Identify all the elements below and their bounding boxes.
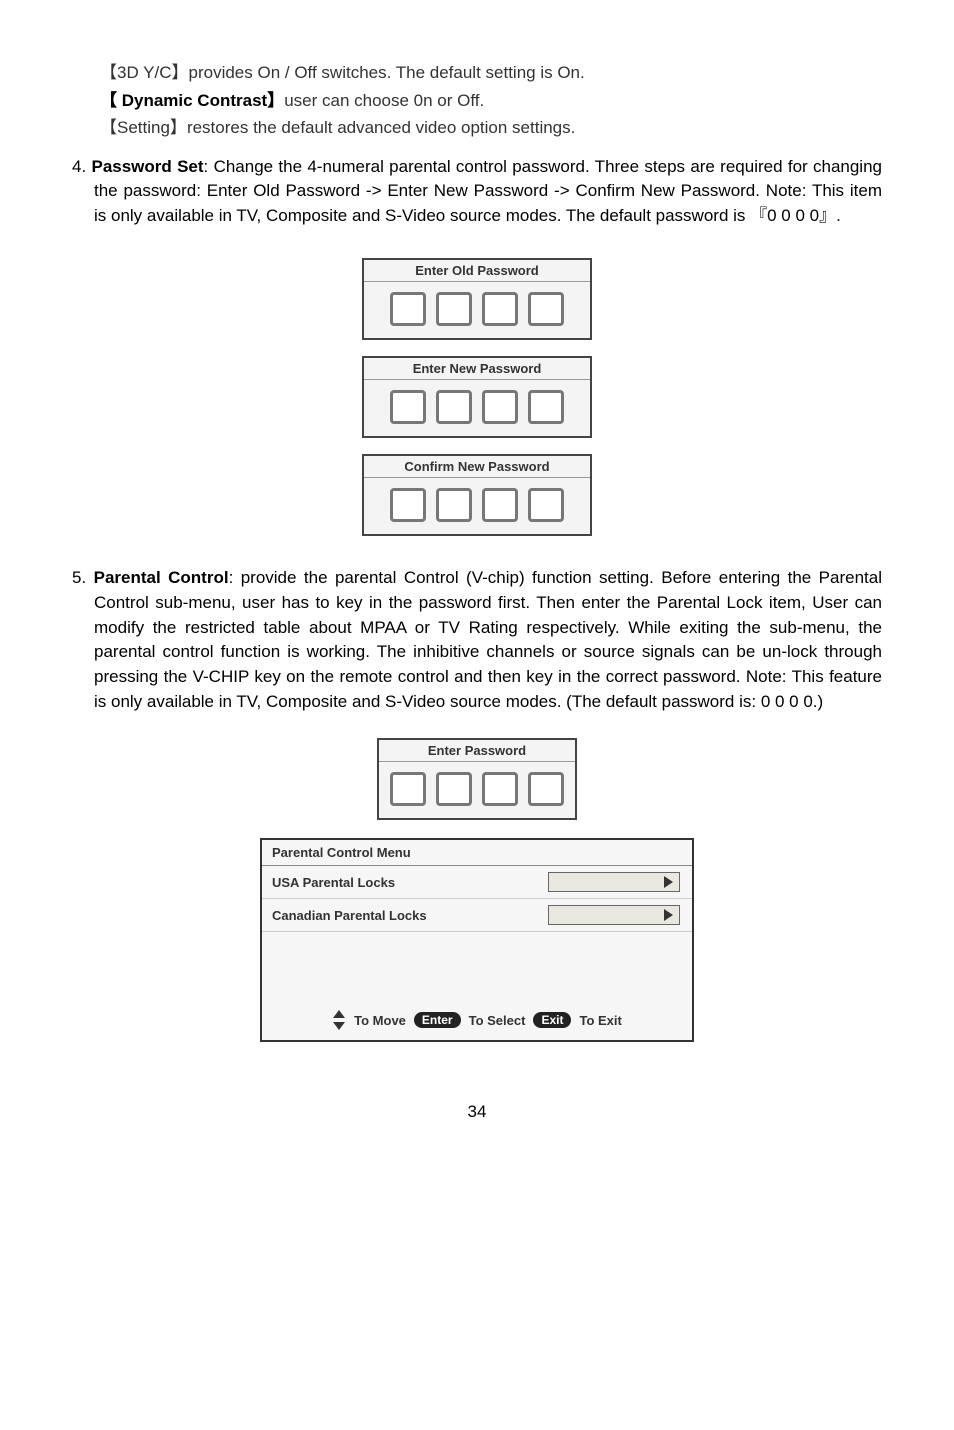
item4-title: Password Set (91, 157, 203, 176)
canadian-parental-locks-label: Canadian Parental Locks (272, 908, 427, 923)
arrow-right-icon (548, 872, 680, 892)
page-number: 34 (72, 1102, 882, 1122)
item4-number: 4. (72, 157, 91, 176)
setting-text-dc: user can choose 0n or Off. (284, 91, 484, 110)
new-password-header: Enter New Password (364, 358, 590, 380)
arrow-right-icon (548, 905, 680, 925)
item5-body: : provide the parental Control (V-chip) … (94, 568, 882, 710)
password-cell[interactable] (390, 488, 426, 522)
password-cell[interactable] (482, 292, 518, 326)
menu-spacer (262, 932, 692, 1002)
page-content: 【3D Y/C】provides On / Off switches. The … (0, 0, 954, 1162)
enter-password-header: Enter Password (379, 740, 575, 762)
setting-prefix-3dyc: 【3D Y/C】 (100, 63, 189, 82)
parental-menu-title: Parental Control Menu (262, 840, 692, 866)
password-cell[interactable] (390, 390, 426, 424)
item-5-parental-control: 5. Parental Control: provide the parenta… (72, 566, 882, 714)
password-dialogs: Enter Old Password Enter New Password Co… (362, 258, 592, 536)
item5-number: 5. (72, 568, 94, 587)
old-password-header: Enter Old Password (364, 260, 590, 282)
password-cell[interactable] (482, 488, 518, 522)
enter-password-dialog: Enter Password (377, 738, 577, 820)
enter-new-password-box: Enter New Password (362, 356, 592, 438)
setting-dynamic-contrast: 【 Dynamic Contrast】user can choose 0n or… (100, 88, 882, 114)
setting-text-restore: restores the default advanced video opti… (187, 118, 575, 137)
old-password-cells (364, 282, 590, 338)
setting-text-3dyc: provides On / Off switches. The default … (189, 63, 585, 82)
parental-menu-footer: To Move Enter To Select Exit To Exit (262, 1002, 692, 1040)
usa-parental-locks-label: USA Parental Locks (272, 875, 395, 890)
enter-password-cells (379, 762, 575, 818)
confirm-password-header: Confirm New Password (364, 456, 590, 478)
password-cell[interactable] (436, 488, 472, 522)
usa-parental-locks-row[interactable]: USA Parental Locks (262, 866, 692, 899)
canadian-parental-locks-row[interactable]: Canadian Parental Locks (262, 899, 692, 932)
confirm-new-password-box: Confirm New Password (362, 454, 592, 536)
password-cell[interactable] (482, 390, 518, 424)
confirm-password-cells (364, 478, 590, 534)
parental-control-menu: Parental Control Menu USA Parental Locks… (260, 838, 694, 1042)
setting-restore: 【Setting】restores the default advanced v… (100, 115, 882, 141)
item4-body: : Change the 4-numeral parental control … (94, 157, 882, 225)
up-down-arrow-icon (332, 1010, 346, 1030)
password-cell[interactable] (528, 390, 564, 424)
exit-key-pill: Exit (533, 1012, 571, 1028)
setting-prefix-dc: 【 Dynamic Contrast】 (100, 91, 284, 110)
footer-to-select: To Select (469, 1013, 526, 1028)
password-cell[interactable] (436, 292, 472, 326)
enter-key-pill: Enter (414, 1012, 461, 1028)
footer-to-move: To Move (354, 1013, 406, 1028)
password-cell[interactable] (528, 292, 564, 326)
item5-title: Parental Control (94, 568, 229, 587)
password-cell[interactable] (436, 772, 472, 806)
footer-to-exit: To Exit (579, 1013, 621, 1028)
password-cell[interactable] (390, 772, 426, 806)
password-cell[interactable] (390, 292, 426, 326)
item-4-password-set: 4. Password Set: Change the 4-numeral pa… (72, 155, 882, 229)
setting-prefix-restore: 【Setting】 (100, 118, 187, 137)
password-cell[interactable] (528, 772, 564, 806)
setting-3d-yc: 【3D Y/C】provides On / Off switches. The … (100, 60, 882, 86)
new-password-cells (364, 380, 590, 436)
enter-old-password-box: Enter Old Password (362, 258, 592, 340)
password-cell[interactable] (528, 488, 564, 522)
password-cell[interactable] (436, 390, 472, 424)
password-cell[interactable] (482, 772, 518, 806)
